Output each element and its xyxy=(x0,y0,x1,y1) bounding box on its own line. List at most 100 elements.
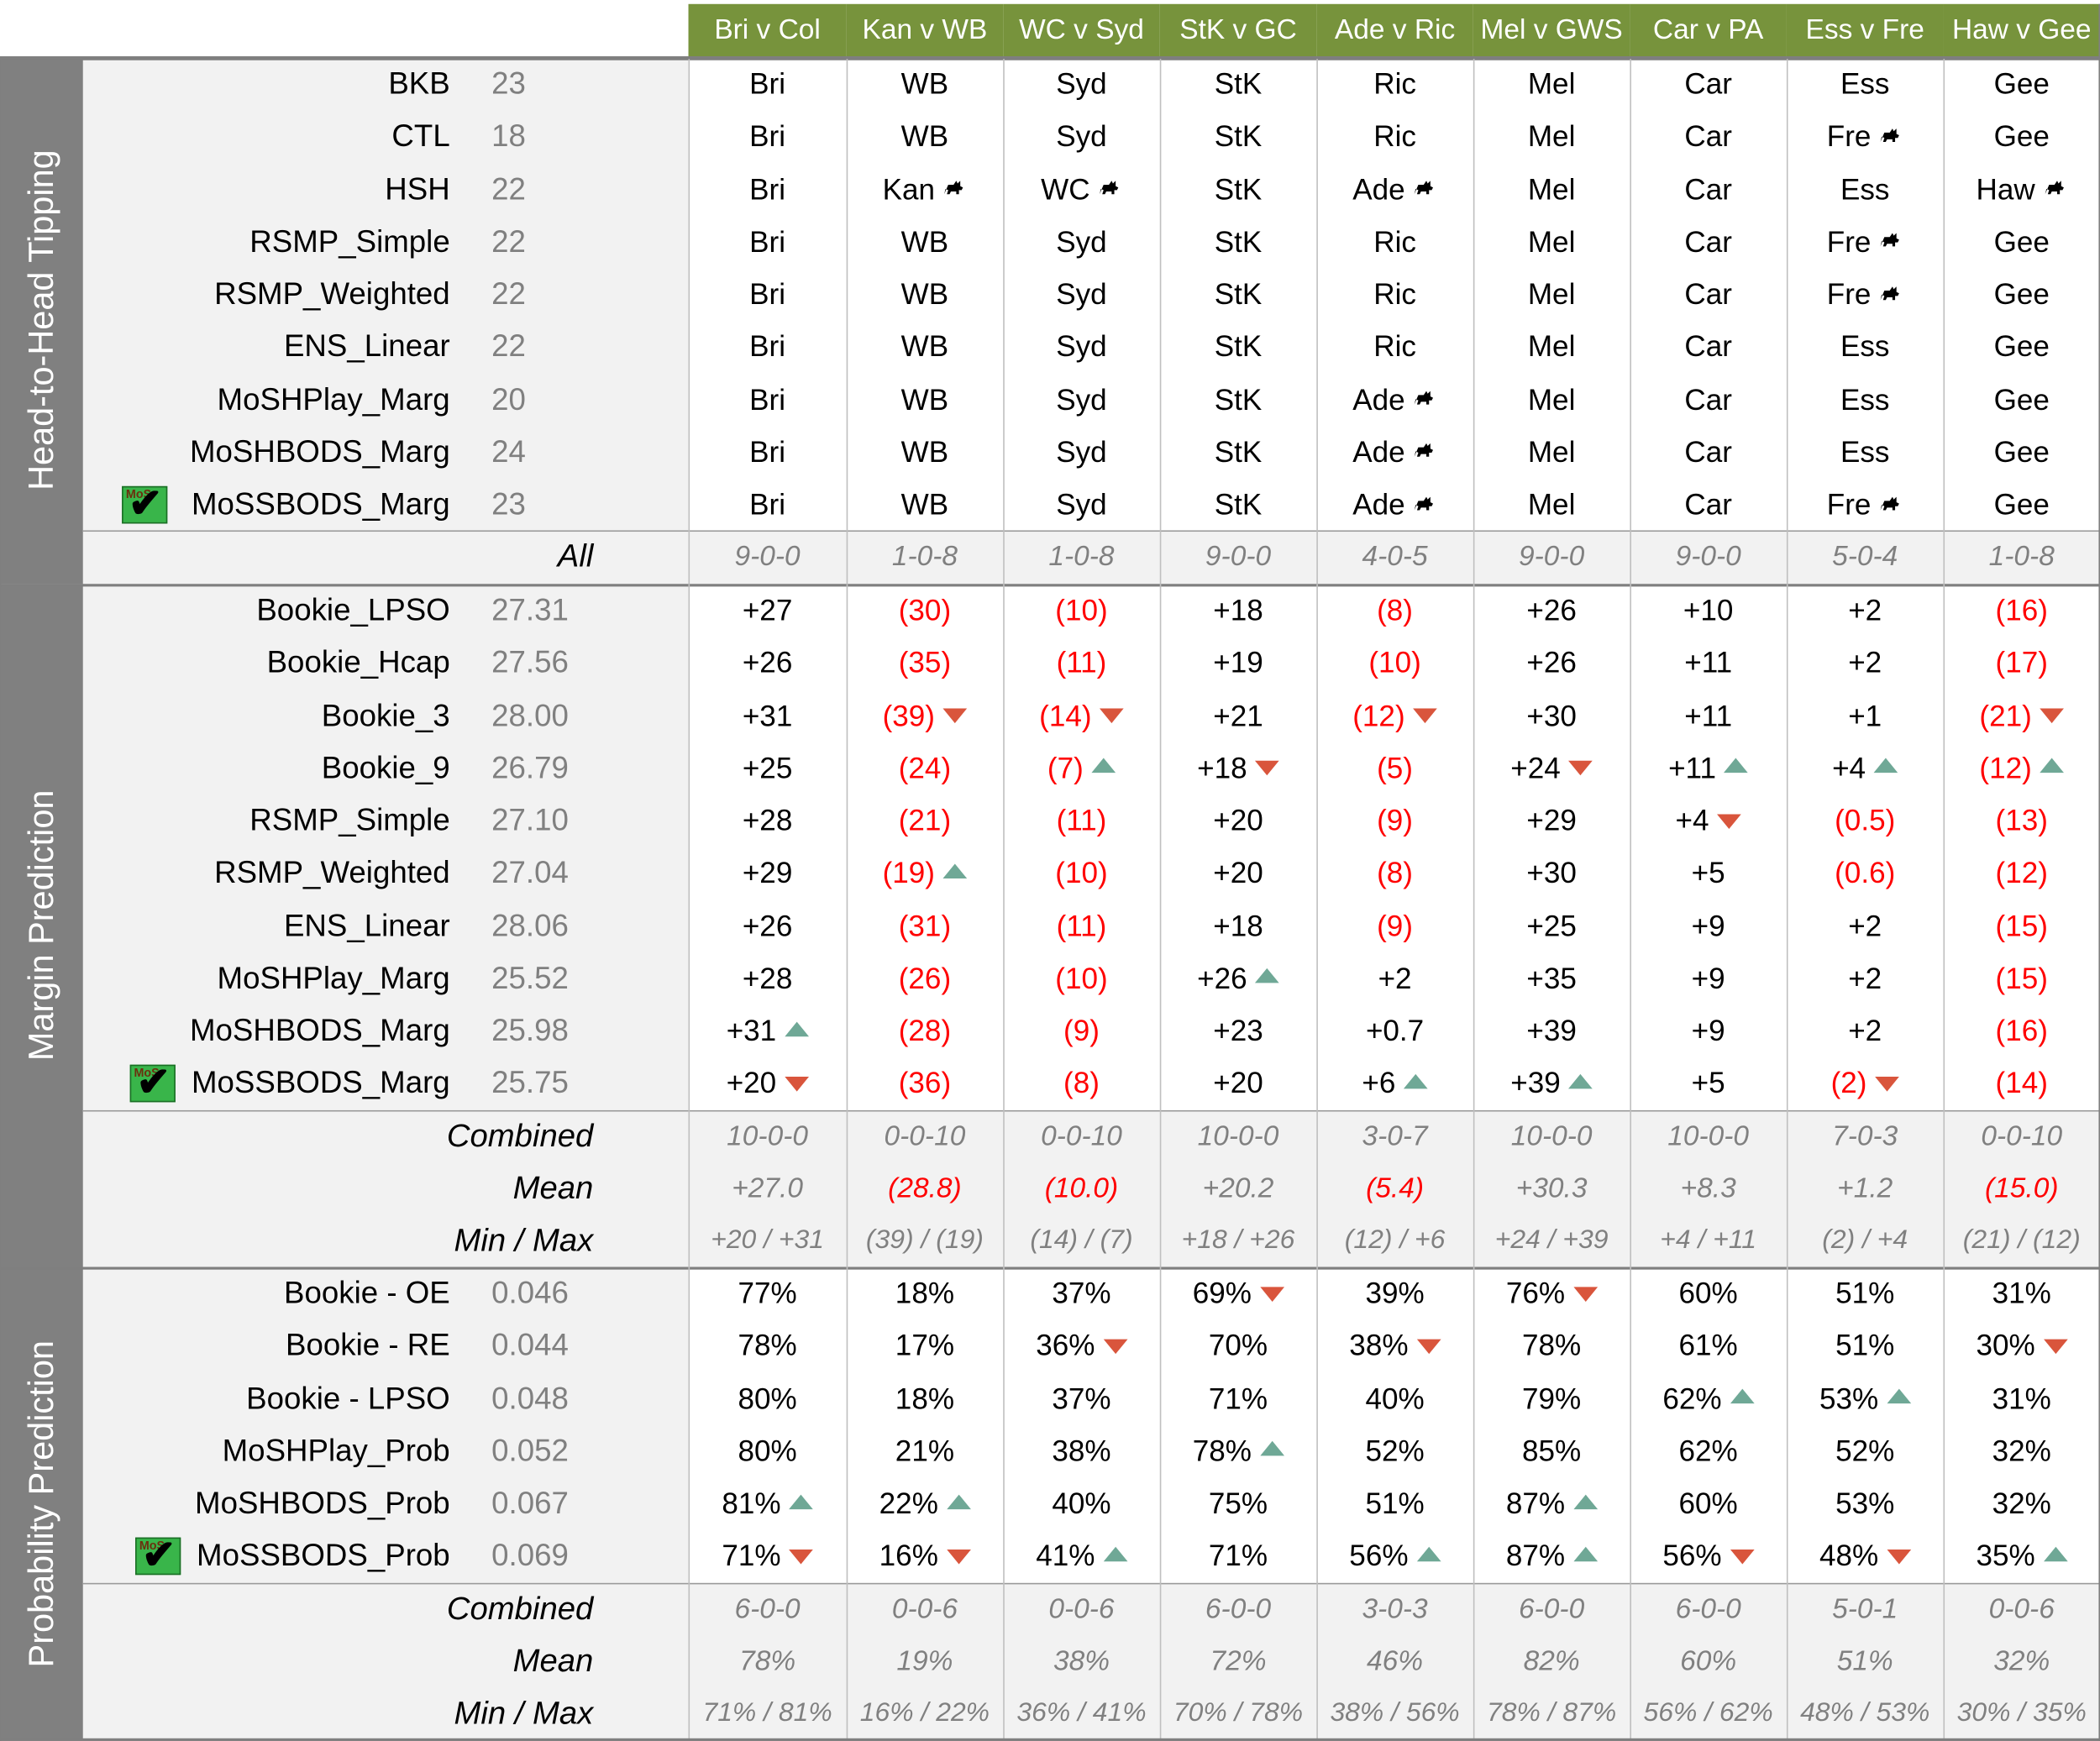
triangle-down-icon xyxy=(1875,1076,1899,1092)
table-cell: (12) xyxy=(1943,847,2100,899)
table-cell: +25 xyxy=(689,742,847,794)
cell-value: WB xyxy=(900,329,949,364)
cell-value: (15) xyxy=(1995,908,2048,942)
section-probability: Probability Prediction xyxy=(0,1266,83,1740)
cell-value: 36% xyxy=(1036,1329,1095,1363)
cell-value: (35) xyxy=(898,645,952,679)
cell-value: Car xyxy=(1684,224,1732,259)
column-header[interactable]: Ade v Ric xyxy=(1316,3,1473,58)
table-cell: (13) xyxy=(1943,794,2100,847)
table-cell: Gee xyxy=(1943,58,2100,110)
table-cell: 60% xyxy=(1630,1477,1787,1529)
table-cell: (12) xyxy=(1943,742,2100,794)
table-cell: 52% xyxy=(1787,1424,1944,1476)
cell-value: 71% xyxy=(1208,1381,1268,1415)
cell-value: 87% xyxy=(1505,1487,1566,1520)
table-bottom-border xyxy=(0,1738,2100,1741)
cell-value: 78% xyxy=(1192,1434,1252,1468)
column-header[interactable]: Kan v WB xyxy=(846,3,1004,58)
model-name: CTL xyxy=(391,110,449,162)
table-cell: Fre xyxy=(1787,268,1944,323)
table-cell: 37% xyxy=(1003,1266,1160,1319)
model-name-text: MoSHPlay_Marg xyxy=(217,959,450,995)
table-cell: Fre xyxy=(1787,478,1944,532)
cell-value: Car xyxy=(1684,66,1732,101)
model-score-text: 0.046 xyxy=(491,1275,569,1310)
column-header[interactable]: Mel v GWS xyxy=(1473,3,1630,58)
triangle-up-icon xyxy=(942,863,968,878)
cell-value: +5 xyxy=(1691,1066,1725,1100)
cell-value: 71% xyxy=(1208,1539,1268,1573)
table-cell: Mel xyxy=(1473,321,1630,373)
model-score: 22 xyxy=(491,321,526,373)
model-name: Bookie - RE xyxy=(286,1319,450,1371)
summary-value: 1-0-8 xyxy=(891,541,958,573)
model-score-text: 27.31 xyxy=(491,591,569,627)
summary-cell: 72% xyxy=(1160,1635,1317,1687)
cell-value: +35 xyxy=(1526,961,1577,995)
table-cell: StK xyxy=(1160,58,1317,110)
summary-cell: 9-0-0 xyxy=(1630,531,1787,583)
model-name: ENS_Linear xyxy=(284,321,450,373)
cell-value: Car xyxy=(1684,277,1732,311)
summary-cell: 10-0-0 xyxy=(689,1109,847,1162)
black-cat-icon xyxy=(1879,218,1903,270)
summary-cell: 71% / 81% xyxy=(689,1687,847,1739)
section-title: Head-to-Head Tipping xyxy=(20,149,61,491)
table-cell: Kan xyxy=(847,163,1004,218)
model-name: Bookie_Hcap xyxy=(267,637,450,689)
summary-cell: +1.2 xyxy=(1787,1162,1944,1214)
table-cell: Car xyxy=(1630,215,1787,267)
model-score-text: 22 xyxy=(491,223,526,259)
cell-value: 37% xyxy=(1052,1276,1111,1310)
table-cell: 35% xyxy=(1943,1529,2100,1581)
cell-value: 53% xyxy=(1819,1381,1879,1415)
mos-logo-text: MoS xyxy=(134,1066,160,1080)
table-cell: Car xyxy=(1630,163,1787,215)
table-cell: WB xyxy=(847,58,1004,110)
model-name: RSMP_Weighted xyxy=(214,847,450,899)
model-name: MoSHBODS_Marg xyxy=(190,426,450,478)
table-cell: (0.6) xyxy=(1787,847,1944,899)
mos-logo-text: MoS xyxy=(139,1539,165,1553)
column-header[interactable]: Haw v Gee xyxy=(1943,3,2100,58)
table-cell: 85% xyxy=(1473,1424,1630,1476)
model-name-text: MoSHPlay_Marg xyxy=(217,380,450,417)
cell-value: 18% xyxy=(895,1276,955,1310)
summary-value: 3-0-3 xyxy=(1362,1592,1428,1624)
cell-value: Syd xyxy=(1056,66,1107,101)
cell-value: Fre xyxy=(1826,277,1872,311)
table-cell: 60% xyxy=(1630,1266,1787,1319)
cell-value: 71% xyxy=(722,1539,781,1573)
table-cell: StK xyxy=(1160,215,1317,267)
column-header[interactable]: Car v PA xyxy=(1630,3,1787,58)
model-name-text: Bookie_3 xyxy=(321,696,450,732)
table-cell: WB xyxy=(847,426,1004,478)
model-score: 25.98 xyxy=(491,1004,569,1057)
table-cell: +28 xyxy=(689,952,847,1004)
table-cell: Bri xyxy=(689,163,847,215)
triangle-up-icon xyxy=(1886,1388,1911,1404)
summary-label-text: All xyxy=(557,538,594,575)
column-header[interactable]: WC v Syd xyxy=(1003,3,1160,58)
green-check-badge-icon: MoS ✔ xyxy=(122,482,168,527)
cell-value: +9 xyxy=(1691,1014,1725,1047)
table-cell: 61% xyxy=(1630,1319,1787,1371)
column-header[interactable]: Ess v Fre xyxy=(1786,3,1944,58)
summary-cell: (2) / +4 xyxy=(1787,1214,1944,1266)
table-cell: (10) xyxy=(1003,584,1160,636)
section-margin: Margin Prediction xyxy=(0,584,83,1267)
column-divider xyxy=(1003,1266,1005,1740)
table-cell: +18 xyxy=(1160,742,1317,794)
model-name: Bookie_9 xyxy=(322,742,450,794)
column-header[interactable]: StK v GC xyxy=(1159,3,1317,58)
model-name-text: CTL xyxy=(391,118,450,154)
column-header[interactable]: Bri v Col xyxy=(688,3,847,58)
table-cell: 80% xyxy=(689,1424,847,1476)
summary-cell: (14) / (7) xyxy=(1003,1214,1160,1266)
summary-value: 9-0-0 xyxy=(1519,541,1585,573)
model-score: 23 xyxy=(491,478,526,530)
triangle-up-icon xyxy=(1259,1441,1284,1457)
cell-value: 22% xyxy=(879,1487,938,1520)
summary-cell: (15.0) xyxy=(1943,1162,2100,1214)
